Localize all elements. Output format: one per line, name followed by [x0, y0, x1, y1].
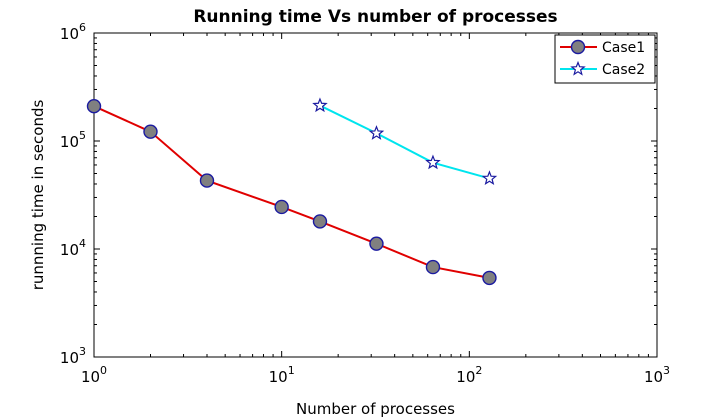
x-tick-label: 102 [456, 364, 482, 386]
data-point-case2 [425, 154, 441, 170]
plot-area [93, 32, 658, 358]
data-point-case1 [425, 259, 441, 275]
series-case1 [86, 99, 497, 286]
data-point-case1 [482, 270, 497, 286]
series-line-case2 [319, 104, 490, 180]
y-tick-label: 106 [60, 21, 86, 43]
data-point-case1 [86, 99, 102, 114]
y-tick-label: 104 [60, 237, 86, 259]
x-tick-label: 101 [269, 364, 295, 386]
y-tick-label: 105 [60, 129, 86, 151]
legend-entry: Case2 [560, 60, 645, 78]
data-point-case1 [312, 214, 328, 229]
x-tick-label: 100 [81, 364, 107, 386]
y-axis-label: runnning time in seconds [29, 100, 47, 291]
legend-label: Case2 [602, 62, 645, 78]
data-point-case2 [312, 97, 328, 113]
legend-marker [570, 60, 586, 76]
data-point-case1 [143, 124, 158, 139]
axis-ticks: 100 101 102 103 103 104 105 106 [60, 21, 670, 386]
x-axis-label: Number of processes [296, 400, 455, 418]
series-case2 [312, 97, 498, 186]
legend-label: Case1 [602, 40, 645, 56]
legend: Case1 Case2 [554, 34, 656, 84]
legend-box [554, 34, 656, 84]
legend-marker [570, 39, 586, 55]
x-tick-label: 103 [644, 364, 670, 386]
y-tick-label: 103 [60, 345, 86, 367]
data-point-case2 [481, 170, 498, 186]
series-line-case1 [93, 105, 490, 279]
data-point-case1 [369, 236, 384, 251]
data-point-case1 [274, 199, 289, 215]
data-point-case2 [368, 125, 385, 140]
series-layer [86, 97, 498, 286]
legend-entry: Case1 [560, 39, 645, 56]
data-point-case1 [199, 173, 215, 188]
chart-title: Running time Vs number of processes [193, 7, 557, 27]
